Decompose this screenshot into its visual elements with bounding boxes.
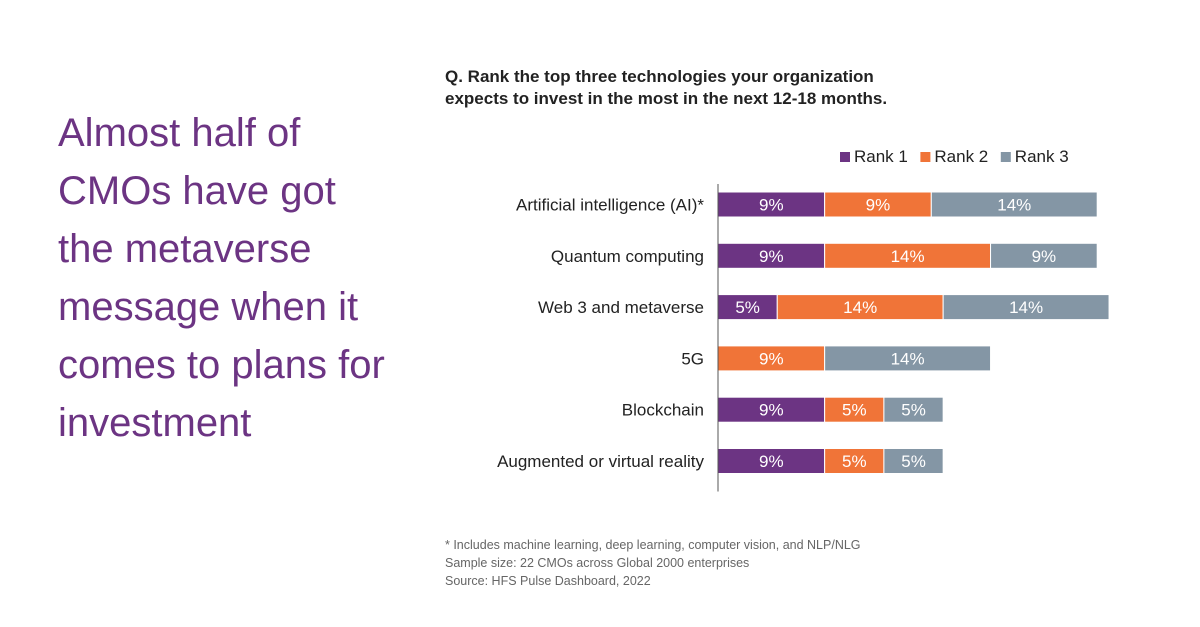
- legend-label-1: Rank 1: [854, 147, 908, 166]
- data-label: 14%: [891, 247, 925, 266]
- bar-segment-rank-2: [824, 396, 885, 423]
- bar-segment-rank-1: [717, 396, 826, 423]
- footnote-source: Source: HFS Pulse Dashboard, 2022: [445, 574, 651, 588]
- category-label: Blockchain: [622, 401, 704, 420]
- data-label: 9%: [759, 349, 784, 368]
- bar-segment-rank-3: [883, 396, 944, 423]
- category-label: Augmented or virtual reality: [497, 452, 704, 471]
- data-label: 14%: [843, 298, 877, 317]
- data-label: 5%: [901, 452, 926, 471]
- bar-segment-rank-3: [930, 191, 1098, 218]
- data-label: 9%: [866, 196, 891, 215]
- headline: Almost half of CMOs have got the metaver…: [58, 111, 385, 445]
- bar-segment-rank-2: [824, 191, 932, 218]
- bar-segment-rank-3: [942, 294, 1110, 321]
- data-label: 9%: [759, 452, 784, 471]
- data-label: 9%: [759, 247, 784, 266]
- legend-swatch-1: [840, 152, 850, 162]
- data-label: 5%: [901, 401, 926, 420]
- footnote-sample-size: Sample size: 22 CMOs across Global 2000 …: [445, 556, 750, 570]
- legend-swatch-2: [920, 152, 931, 162]
- bar-segment-rank-3: [990, 242, 1098, 269]
- category-label: Quantum computing: [551, 247, 704, 266]
- footnote-definition: * Includes machine learning, deep learni…: [445, 538, 861, 552]
- survey-question: Q. Rank the top three technologies your …: [445, 66, 1065, 110]
- bar-segment-rank-3: [883, 448, 944, 474]
- data-label: 5%: [842, 452, 867, 471]
- bar-segment-rank-3: [824, 345, 992, 372]
- legend-label-3: Rank 3: [1015, 147, 1069, 166]
- legend-label-2: Rank 2: [934, 147, 988, 166]
- survey-question-line-1: Q. Rank the top three technologies your …: [445, 67, 874, 86]
- data-label: 14%: [997, 196, 1031, 215]
- data-label: 14%: [1009, 298, 1043, 317]
- data-label: 9%: [759, 196, 784, 215]
- survey-question-line-2: expects to invest in the most in the nex…: [445, 89, 888, 108]
- bar-segment-rank-2: [824, 448, 885, 474]
- data-label: 9%: [1032, 247, 1057, 266]
- bar-segment-rank-2: [776, 294, 944, 321]
- category-label: 5G: [681, 349, 704, 368]
- data-label: 14%: [891, 349, 925, 368]
- data-label: 5%: [842, 401, 867, 420]
- category-label: Web 3 and metaverse: [538, 298, 704, 317]
- stacked-bar-chart: Rank 1 Rank 2 Rank 3 Artificial intelligenc…: [497, 147, 1110, 492]
- data-label: 5%: [735, 298, 760, 317]
- bar-segment-rank-2: [824, 242, 992, 269]
- category-label: Artificial intelligence (AI)*: [516, 196, 704, 215]
- bar-segment-rank-1: [717, 294, 778, 321]
- data-label: 9%: [759, 401, 784, 420]
- bar-segment-rank-2: [717, 345, 826, 372]
- legend-swatch-3: [1000, 152, 1011, 162]
- footnotes: * Includes machine learning, deep learni…: [445, 536, 861, 590]
